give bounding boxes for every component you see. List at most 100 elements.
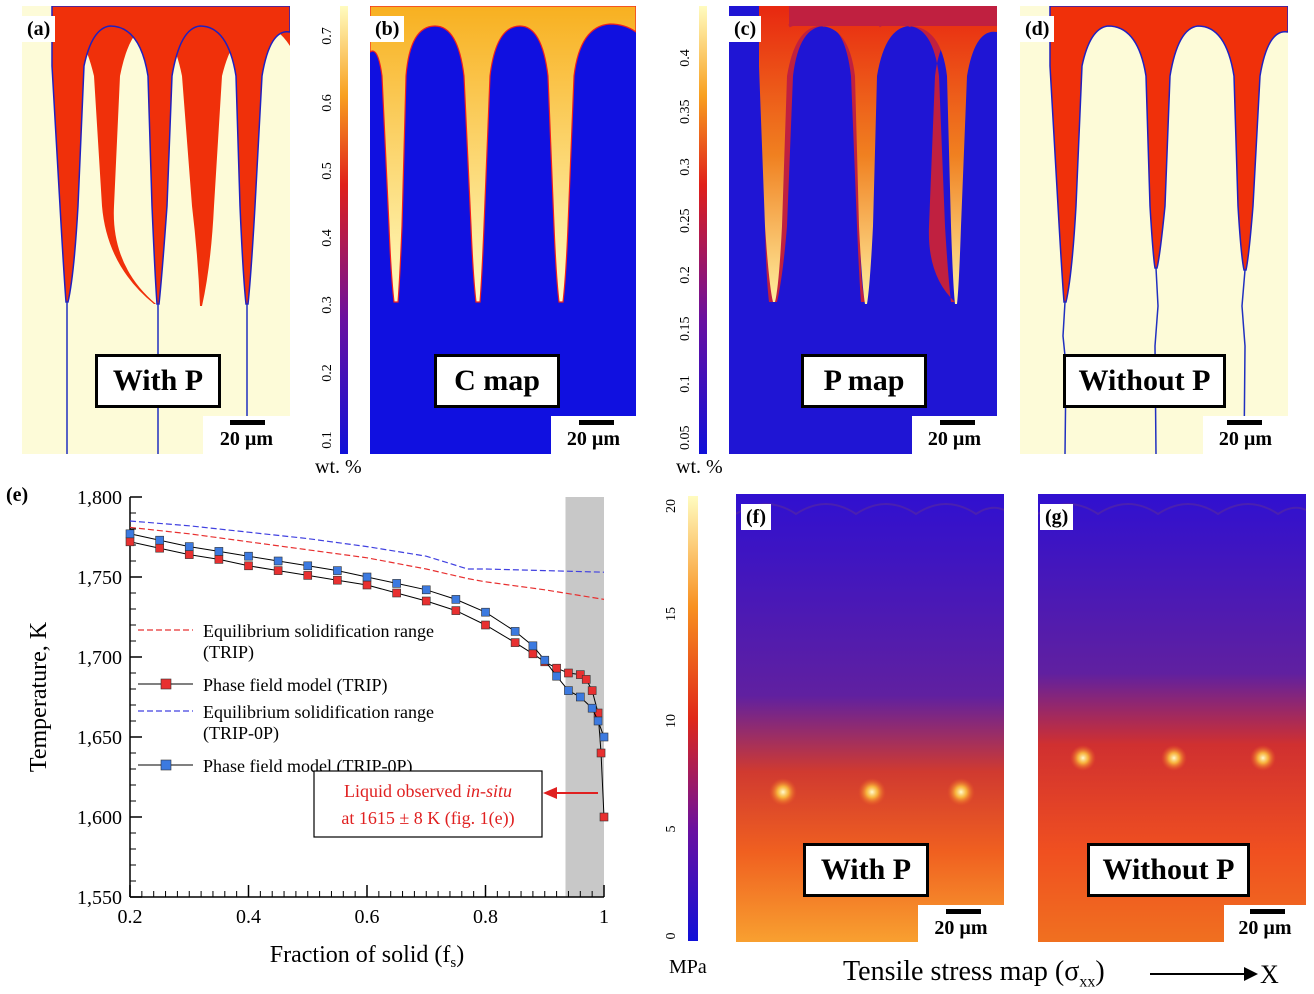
series-point bbox=[552, 671, 561, 681]
series-point bbox=[155, 535, 164, 545]
x-tick-label: 1 bbox=[599, 906, 609, 928]
x-tick-label: 0.2 bbox=[118, 906, 143, 928]
series-point bbox=[451, 595, 461, 604]
y-tick-label: 1,700 bbox=[77, 647, 122, 669]
series-point bbox=[244, 561, 253, 571]
series-point bbox=[587, 686, 597, 695]
colorbar-stress-ticks: 20 15 10 5 0 bbox=[660, 496, 684, 941]
scale-label: 20 µm bbox=[1238, 917, 1292, 939]
scale-label: 20 µm bbox=[927, 428, 982, 450]
legend-label-cont: (TRIP-0P) bbox=[203, 723, 279, 744]
series-point bbox=[481, 607, 490, 617]
panel-c-label: (c) bbox=[729, 16, 762, 42]
series-line-0 bbox=[129, 526, 605, 600]
legend-label: Equilibrium solidification range bbox=[203, 621, 434, 641]
scale-label: 20 µm bbox=[934, 917, 988, 939]
colorbar-tick-label: 0.3 bbox=[678, 157, 693, 176]
colorbar-tick-label: 0.6 bbox=[320, 94, 335, 113]
panel-f-label: (f) bbox=[741, 504, 771, 530]
panel-c-scale: 20 µm bbox=[912, 416, 997, 454]
panel-b-box-label: C map bbox=[434, 354, 560, 408]
colorbar-tick-label: 0.5 bbox=[320, 161, 335, 180]
panel-a-scale: 20 µm bbox=[203, 416, 290, 454]
panel-a-label: (a) bbox=[22, 16, 56, 42]
x-tick-label: 0.8 bbox=[473, 906, 498, 928]
panel-a-box-label: With P bbox=[95, 354, 221, 408]
series-point bbox=[564, 686, 573, 695]
panel-d-label: (d) bbox=[1020, 16, 1055, 42]
panel-e-label: (e) bbox=[6, 484, 29, 506]
stress-axis-label: X bbox=[1260, 960, 1279, 989]
panel-e-chart: 0.2 0.4 0.6 0.8 1 1,550 1,600 1,650 1,700 1,750 1,… bbox=[26, 487, 609, 971]
panel-c-box-label: P map bbox=[801, 354, 927, 408]
stress-caption-text: Tensile stress map (σ bbox=[843, 956, 1080, 987]
panel-b-label: (b) bbox=[370, 16, 405, 42]
colorbar-tick-label: 0.3 bbox=[320, 296, 335, 315]
panel-f-box-label: With P bbox=[803, 843, 929, 897]
series-point bbox=[155, 543, 164, 553]
colorbar-tick-label: 0.15 bbox=[678, 316, 693, 342]
annotation-line1: Liquid observed in-situ bbox=[344, 781, 512, 801]
shaded-band bbox=[565, 497, 604, 897]
series-point bbox=[273, 556, 283, 566]
scale-bar bbox=[230, 420, 265, 425]
series-point bbox=[392, 579, 401, 588]
legend-marker bbox=[160, 759, 172, 771]
legend-label-cont: (TRIP) bbox=[203, 642, 254, 663]
x-axis-label: Fraction of solid (fs) bbox=[270, 942, 464, 971]
legend-marker bbox=[160, 678, 172, 690]
series-point bbox=[184, 542, 194, 551]
series-point bbox=[575, 692, 585, 702]
series-point bbox=[564, 668, 573, 678]
scale-bar bbox=[946, 909, 981, 914]
series-point bbox=[421, 585, 431, 595]
colorbar-tick-label: 0.2 bbox=[678, 266, 693, 284]
colorbar-tick-label: 0.4 bbox=[320, 229, 335, 247]
colorbar-tick-label: 0.05 bbox=[678, 425, 693, 451]
series-point bbox=[125, 529, 135, 539]
legend-label: Equilibrium solidification range bbox=[203, 702, 434, 722]
scale-bar bbox=[940, 420, 975, 425]
y-tick-label: 1,800 bbox=[77, 487, 122, 509]
stress-caption: Tensile stress map (σxx) bbox=[843, 956, 1105, 992]
series-point bbox=[333, 575, 342, 585]
series-point bbox=[392, 588, 401, 598]
x-tick-label: 0.4 bbox=[236, 906, 261, 928]
scale-label: 20 µm bbox=[1218, 428, 1273, 450]
series-point bbox=[552, 663, 561, 673]
series-point bbox=[528, 641, 538, 651]
series-point bbox=[273, 566, 283, 575]
colorbar-stress-unit: MPa bbox=[669, 956, 707, 978]
scale-bar bbox=[1250, 909, 1285, 914]
series-point bbox=[421, 596, 431, 606]
colorbar-tick-label: 0.4 bbox=[678, 49, 693, 67]
series-point bbox=[575, 670, 585, 679]
stress-caption-end: ) bbox=[1095, 956, 1105, 987]
colorbar-tick-label: 0.25 bbox=[678, 208, 693, 233]
series-line-2 bbox=[129, 520, 605, 573]
y-tick-label: 1,600 bbox=[77, 807, 122, 829]
panel-d-scale: 20 µm bbox=[1203, 416, 1288, 454]
colorbar-tick-label: 20 bbox=[664, 499, 679, 513]
scale-label: 20 µm bbox=[219, 428, 274, 450]
series-point bbox=[581, 675, 591, 684]
panel-g-box-label: Without P bbox=[1087, 843, 1250, 897]
colorbar-tick-label: 0 bbox=[664, 932, 679, 940]
series-point bbox=[587, 703, 597, 713]
colorbar-tick-label: 5 bbox=[664, 825, 679, 832]
series-line-3 bbox=[129, 533, 605, 738]
annotation-line2: at 1615 ± 8 K (fig. 1(e)) bbox=[341, 808, 514, 829]
colorbar-tick-label: 10 bbox=[664, 714, 679, 728]
series-point bbox=[244, 551, 253, 561]
series-point bbox=[599, 812, 609, 822]
x-tick-label: 0.6 bbox=[355, 906, 380, 928]
colorbar-tick-label: 0.1 bbox=[678, 374, 693, 393]
colorbar-c-unit: wt. % bbox=[315, 456, 362, 478]
series-point bbox=[599, 732, 609, 742]
colorbar-p-ticks: 0.4 0.35 0.3 0.25 0.2 0.15 0.1 0.05 bbox=[674, 6, 696, 454]
x-arrow-icon bbox=[1150, 967, 1258, 981]
series-point bbox=[451, 606, 461, 615]
colorbar-tick-label: 0.2 bbox=[320, 363, 335, 382]
y-axis-label: Temperature, K bbox=[26, 621, 52, 772]
series-point bbox=[540, 655, 550, 665]
